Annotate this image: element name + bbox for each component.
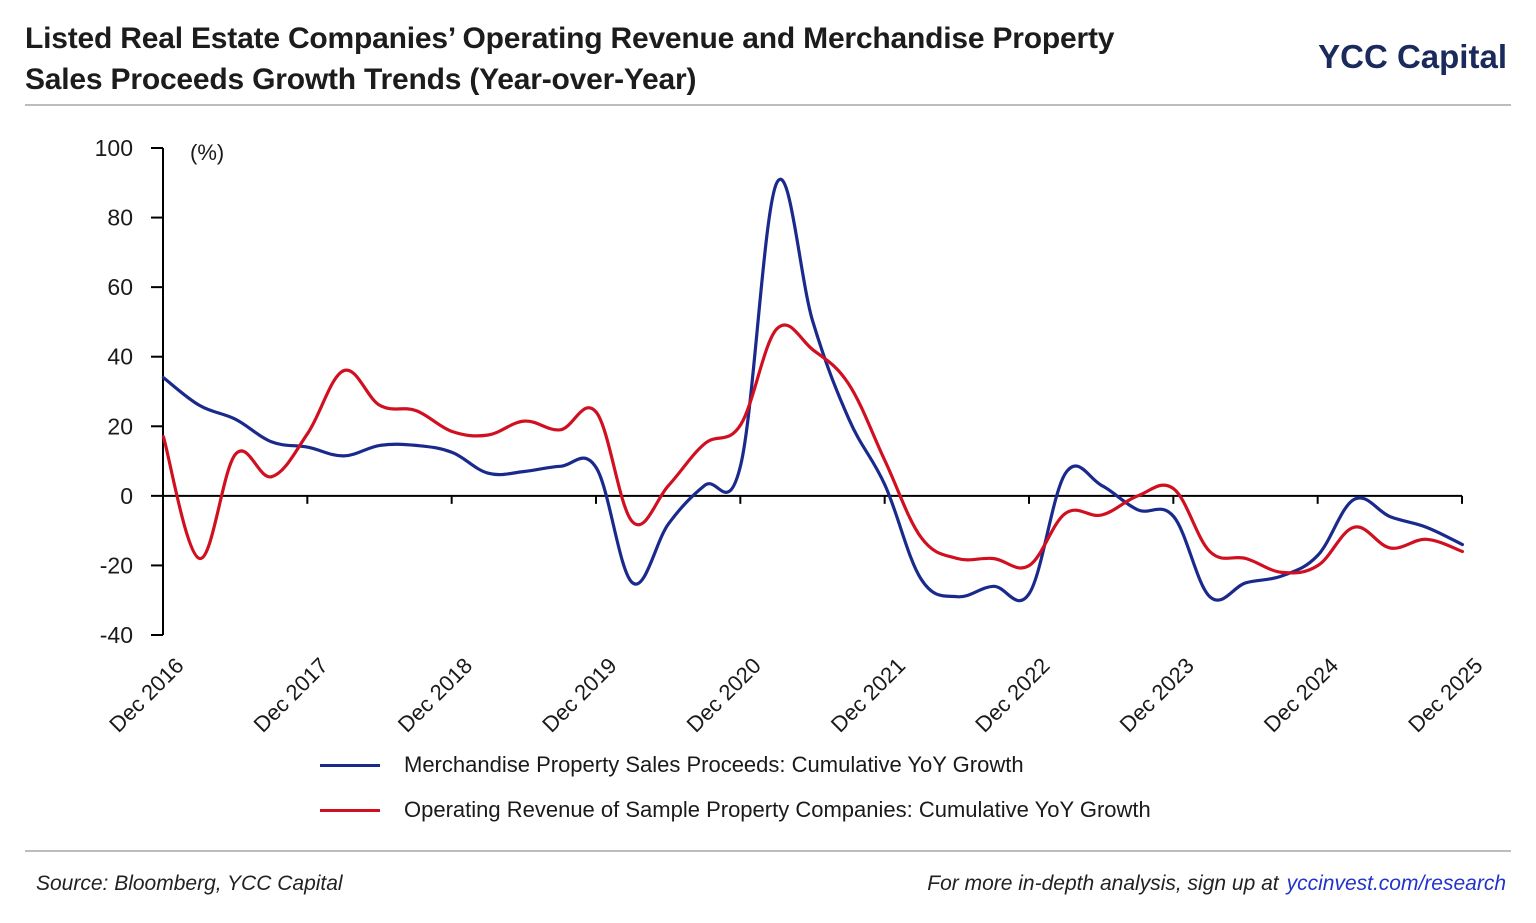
footer-divider bbox=[25, 850, 1511, 852]
x-tick-label: Dec 2020 bbox=[682, 653, 766, 737]
y-tick-label: 60 bbox=[107, 274, 133, 300]
chart-series-layer bbox=[161, 177, 1464, 603]
y-tick-label: 0 bbox=[120, 483, 133, 509]
chart-header: Listed Real Estate Companies’ Operating … bbox=[25, 18, 1185, 100]
series-line-operating-revenue bbox=[161, 323, 1464, 575]
legend-label-red: Operating Revenue of Sample Property Com… bbox=[404, 797, 1151, 822]
x-tick-label: Dec 2021 bbox=[826, 653, 910, 737]
x-tick-label: Dec 2025 bbox=[1403, 653, 1487, 737]
x-tick-label: Dec 2023 bbox=[1115, 653, 1199, 737]
legend-swatch-blue bbox=[320, 764, 380, 767]
legend-item-blue: Merchandise Property Sales Proceeds: Cum… bbox=[320, 750, 1220, 780]
footer-cta-text: For more in-depth analysis, sign up at bbox=[927, 872, 1279, 895]
legend-swatch-red bbox=[320, 809, 380, 812]
footer-cta: For more in-depth analysis, sign up at yc… bbox=[927, 872, 1506, 896]
legend-item-red: Operating Revenue of Sample Property Com… bbox=[320, 795, 1220, 825]
chart-title-line-2: Sales Proceeds Growth Trends (Year-over-… bbox=[25, 63, 697, 96]
series-line-merchandise-sales bbox=[161, 177, 1464, 603]
header-divider bbox=[25, 104, 1511, 106]
source-note: Source: Bloomberg, YCC Capital bbox=[36, 872, 343, 895]
x-tick-label: Dec 2018 bbox=[393, 653, 477, 737]
x-tick-label: Dec 2016 bbox=[104, 653, 188, 737]
x-tick-label: Dec 2019 bbox=[537, 653, 621, 737]
legend-label-blue: Merchandise Property Sales Proceeds: Cum… bbox=[404, 752, 1024, 777]
line-chart: -40 -20 0 20 40 60 80 100 Dec 2016 Dec 2017 Dec 20… bbox=[95, 135, 1488, 737]
chart-axes: -40 -20 0 20 40 60 80 100 Dec 2016 Dec 2017 Dec 20… bbox=[95, 135, 1488, 737]
x-tick-label: Dec 2022 bbox=[970, 653, 1054, 737]
x-tick-label: Dec 2017 bbox=[249, 653, 333, 737]
x-tick-label: Dec 2024 bbox=[1259, 653, 1343, 737]
research-link[interactable]: yccinvest.com/research bbox=[1286, 872, 1506, 895]
chart-title-line-1: Listed Real Estate Companies’ Operating … bbox=[25, 22, 1115, 55]
y-tick-label: -40 bbox=[100, 622, 133, 648]
y-tick-label: 40 bbox=[107, 344, 133, 370]
brand-logo-text: YCC Capital bbox=[1318, 38, 1507, 75]
y-tick-label: 20 bbox=[107, 413, 133, 439]
y-tick-label: -20 bbox=[100, 552, 133, 578]
y-axis-unit-label: (%) bbox=[190, 140, 224, 165]
y-tick-label: 100 bbox=[95, 135, 133, 161]
y-tick-label: 80 bbox=[107, 205, 133, 231]
